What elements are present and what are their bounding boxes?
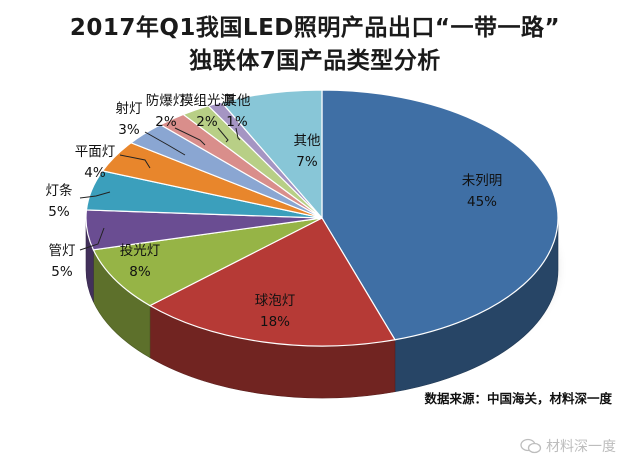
chart-title: 2017年Q1我国LED照明产品出口“一带一路” — [69, 15, 561, 41]
slice-label-name: 射灯 — [115, 101, 143, 117]
slice-label-6: 射灯 3% — [116, 99, 143, 141]
pie-tops — [85, 89, 559, 347]
slice-label-value: 1% — [226, 114, 248, 130]
slice-label-value: 8% — [129, 264, 151, 280]
slice-label-name: 其他 — [293, 133, 321, 149]
leader-line-8 — [217, 127, 229, 143]
slice-label-9: 其他 1% — [224, 91, 251, 133]
slice-label-8: 模组光源 2% — [180, 91, 234, 133]
slice-label-1: 球泡灯 18% — [255, 291, 296, 333]
leader-line-4 — [79, 191, 111, 199]
slice-label-name: 防爆灯 — [145, 93, 187, 109]
slice-label-name: 模组光源 — [180, 93, 234, 109]
slice-label-4: 灯条 5% — [46, 181, 73, 223]
pie-slice-0 — [321, 89, 559, 341]
slice-label-name: 球泡灯 — [254, 293, 296, 309]
leader-line-9 — [235, 127, 241, 141]
wechat-icon — [520, 438, 542, 454]
leader-line-6 — [144, 131, 186, 156]
slice-label-name: 管灯 — [48, 243, 76, 259]
leader-lines — [79, 127, 241, 251]
pie-slice-1 — [148, 217, 396, 347]
slice-label-name: 其他 — [223, 93, 251, 109]
leader-line-5 — [119, 154, 151, 169]
slice-label-2: 投光灯 8% — [120, 241, 161, 283]
slice-label-value: 3% — [118, 122, 140, 138]
watermark-text: 材料深一度 — [546, 439, 616, 455]
slice-label-0: 未列明 45% — [462, 171, 503, 213]
slice-label-3: 管灯 5% — [49, 241, 76, 283]
pie-slice-2 — [92, 217, 323, 307]
watermark: 材料深一度 — [520, 436, 616, 456]
slice-label-name: 投光灯 — [119, 243, 161, 259]
slice-label-value: 2% — [155, 114, 177, 130]
pie-slice-10 — [220, 89, 323, 220]
slice-label-name: 未列明 — [461, 173, 503, 189]
slice-label-5: 平面灯 4% — [75, 142, 116, 184]
slice-label-value: 5% — [51, 264, 73, 280]
slice-label-value: 7% — [296, 154, 318, 170]
leader-line-7 — [174, 127, 206, 146]
slice-label-value: 18% — [259, 314, 290, 330]
leader-line-3 — [79, 227, 105, 251]
slice-label-7: 防爆灯 2% — [146, 91, 187, 133]
chart-subtitle: 独联体7国产品类型分析 — [189, 48, 441, 74]
slice-label-10: 其他 7% — [294, 131, 321, 173]
slice-label-value: 45% — [466, 194, 497, 210]
data-source-note: 数据来源：中国海关，材料深一度 — [424, 391, 612, 406]
slice-label-value: 2% — [196, 114, 218, 130]
slice-label-name: 平面灯 — [74, 144, 116, 160]
slice-label-value: 4% — [84, 165, 106, 181]
slice-label-value: 5% — [48, 204, 70, 220]
slice-label-name: 灯条 — [45, 183, 73, 199]
